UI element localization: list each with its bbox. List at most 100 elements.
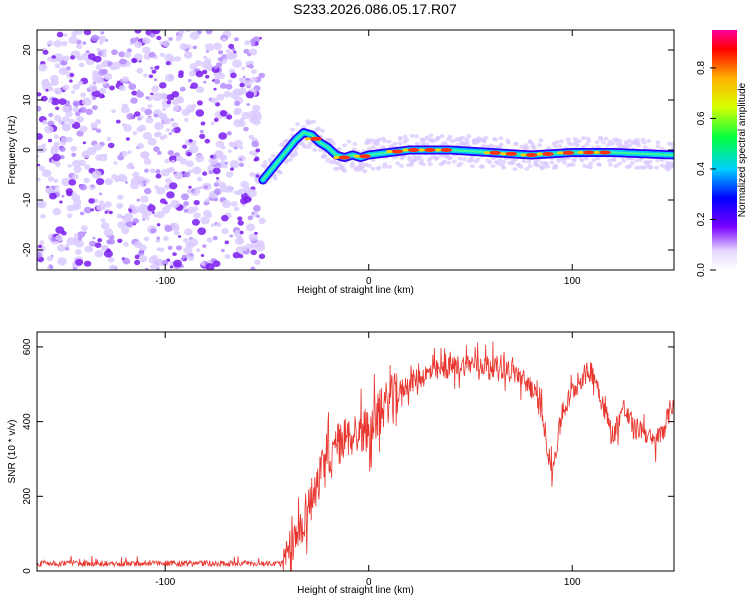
halo-blob xyxy=(424,142,430,147)
noise-blob xyxy=(219,154,228,161)
noise-blob xyxy=(224,161,229,165)
noise-blob xyxy=(47,44,51,47)
halo-blob xyxy=(311,119,317,124)
halo-blob xyxy=(382,164,388,169)
noise-blob xyxy=(201,60,212,69)
noise-blob xyxy=(88,198,95,204)
noise-blob xyxy=(213,87,217,91)
noise-blob xyxy=(100,218,106,223)
halo-blob xyxy=(646,139,652,143)
halo-blob xyxy=(322,154,328,159)
halo-blob xyxy=(546,146,552,150)
noise-blob xyxy=(251,69,257,74)
noise-blob xyxy=(99,200,105,205)
colorbar-tick-label: 0.4 xyxy=(696,162,707,176)
noise-blob xyxy=(244,40,251,46)
noise-blob xyxy=(181,44,188,49)
noise-blob xyxy=(83,231,87,235)
noise-blob xyxy=(116,202,124,209)
halo-blob xyxy=(545,164,551,169)
noise-blob xyxy=(196,86,205,94)
noise-blob xyxy=(150,92,154,96)
noise-blob xyxy=(155,238,161,243)
noise-blob xyxy=(230,167,234,171)
noise-blob xyxy=(170,200,180,208)
halo-blob xyxy=(342,168,348,173)
hotspot-edge xyxy=(536,152,543,156)
noise-blob xyxy=(153,213,159,218)
noise-blob xyxy=(230,142,237,148)
halo-blob xyxy=(303,144,308,149)
noise-blob xyxy=(237,220,244,226)
colorbar: 0.0 0.2 0.4 0.6 0.8 Normalized spectral ampli… xyxy=(696,30,748,277)
halo-blob xyxy=(386,139,392,144)
noise-blob xyxy=(40,95,48,102)
noise-blob xyxy=(90,208,94,212)
halo-blob xyxy=(398,163,404,168)
noise-blob xyxy=(131,57,138,64)
noise-blob xyxy=(142,37,150,44)
noise-blob xyxy=(37,154,40,158)
halo-blob xyxy=(595,156,601,161)
halo-blob xyxy=(524,166,530,171)
noise-blob xyxy=(70,55,75,60)
noise-blob xyxy=(204,138,211,144)
noise-blob xyxy=(147,104,153,109)
noise-blob xyxy=(172,105,180,112)
noise-blob xyxy=(245,61,251,66)
noise-blob xyxy=(159,82,167,89)
noise-blob xyxy=(119,58,127,65)
noise-blob xyxy=(245,223,256,232)
noise-blob xyxy=(211,258,216,262)
hotspot xyxy=(505,151,518,156)
noise-blob xyxy=(220,160,226,166)
hotspot xyxy=(562,150,575,155)
noise-blob xyxy=(117,194,124,200)
halo-blob xyxy=(588,161,594,166)
halo-blob xyxy=(427,162,433,167)
noise-blob xyxy=(41,169,52,178)
halo-blob xyxy=(470,164,476,169)
noise-blob xyxy=(136,198,141,202)
noise-blob xyxy=(223,90,232,98)
noise-blob xyxy=(142,131,152,140)
halo-blob xyxy=(496,161,502,166)
noise-blob xyxy=(117,173,127,182)
noise-blob xyxy=(243,195,252,203)
halo-blob xyxy=(306,144,312,149)
noise-blob xyxy=(39,240,45,245)
noise-blob xyxy=(68,118,76,125)
noise-blob xyxy=(89,240,97,247)
noise-blob xyxy=(155,211,165,219)
noise-blob xyxy=(201,69,208,75)
y-tick-label: 200 xyxy=(22,488,33,505)
noise-blob xyxy=(62,33,68,37)
noise-blob xyxy=(79,183,87,191)
noise-blob xyxy=(244,79,253,87)
noise-blob xyxy=(189,63,198,70)
noise-blob xyxy=(101,61,108,68)
halo-blob xyxy=(521,159,527,164)
noise-blob xyxy=(115,119,121,124)
halo-blob xyxy=(648,165,654,170)
noise-blob xyxy=(200,216,210,225)
halo-blob xyxy=(607,158,612,163)
halo-blob xyxy=(570,162,576,167)
noise-blob xyxy=(163,236,169,241)
noise-blob xyxy=(55,226,65,234)
noise-blob xyxy=(48,176,55,182)
y-axis-title: SNR (10 * v/v) xyxy=(7,420,18,484)
noise-blob xyxy=(63,105,73,113)
noise-blob xyxy=(172,252,177,256)
noise-blob xyxy=(111,49,118,56)
noise-blob xyxy=(258,72,266,79)
noise-blob xyxy=(246,103,250,106)
noise-blob xyxy=(134,259,141,266)
noise-blob xyxy=(57,119,63,124)
noise-blob xyxy=(79,125,88,133)
noise-blob xyxy=(212,235,218,241)
halo-blob xyxy=(409,133,415,138)
halo-blob xyxy=(417,154,423,159)
noise-blob xyxy=(94,249,104,258)
noise-blob xyxy=(100,222,110,230)
